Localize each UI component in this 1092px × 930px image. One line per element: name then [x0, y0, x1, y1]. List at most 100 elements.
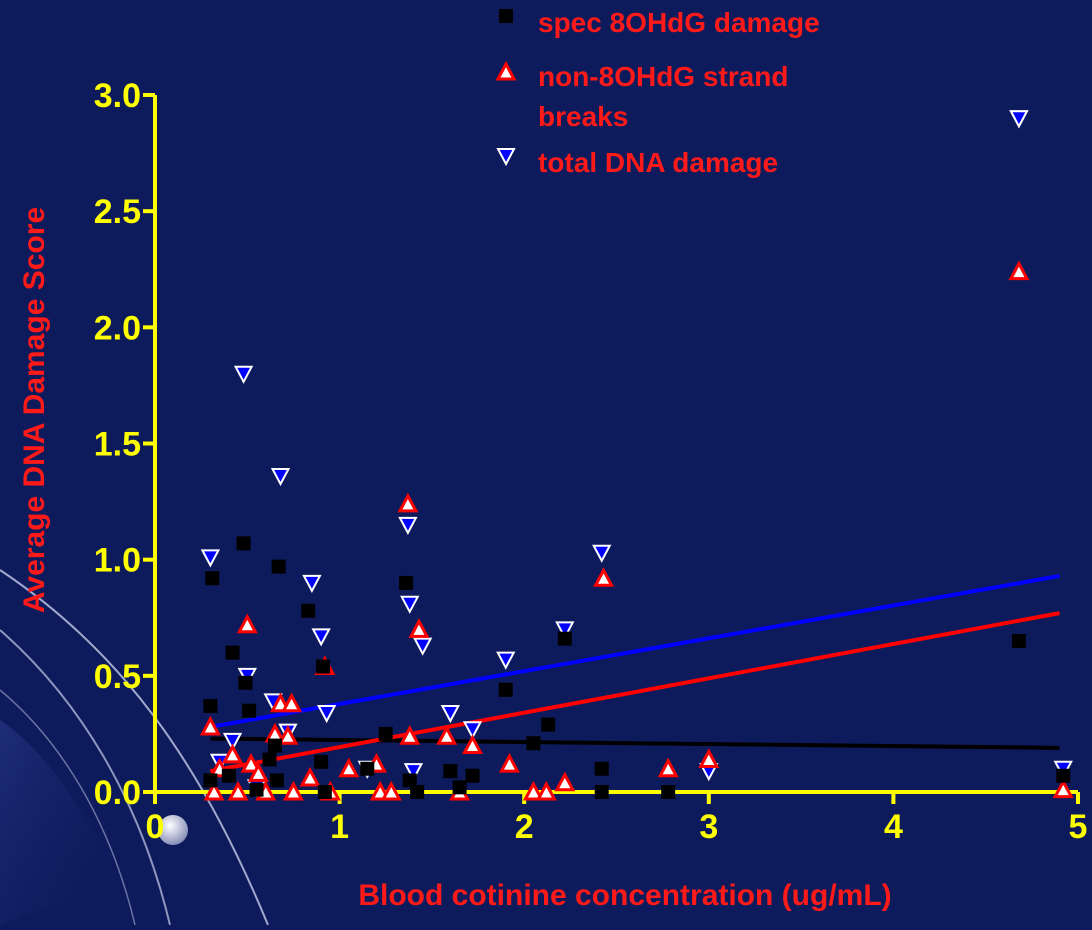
data-point-series-3 — [555, 621, 575, 640]
y-tick-label: 0.5 — [94, 658, 141, 696]
data-point-series-1 — [301, 603, 316, 618]
trendline-3 — [210, 573, 1060, 729]
data-point-series-2 — [1052, 778, 1074, 799]
data-point-series-1 — [402, 773, 417, 788]
data-point-series-3 — [317, 705, 337, 724]
data-point-series-1 — [203, 773, 218, 788]
x-tick-label: 4 — [884, 808, 903, 846]
x-tick-label: 5 — [1069, 808, 1088, 846]
legend: spec 8OHdG damage non-8OHdG strand breaks t… — [495, 7, 1029, 178]
y-tick-label: 2.0 — [94, 309, 141, 347]
data-point-series-1 — [314, 754, 329, 769]
data-point-series-2 — [522, 780, 544, 801]
legend-label-3: total DNA damage — [538, 147, 778, 178]
trendline-1 — [210, 736, 1060, 750]
data-point-series-1 — [221, 768, 236, 783]
y-tick-label: 1.5 — [94, 426, 141, 464]
data-point-series-2 — [535, 780, 557, 801]
data-point-series-3 — [462, 721, 483, 740]
x-tick-label: 2 — [515, 808, 534, 846]
x-axis-label: Blood cotinine concentration (ug/mL) — [358, 879, 891, 912]
data-markers — [199, 110, 1074, 801]
data-point-series-1 — [1011, 633, 1026, 648]
data-point-series-2 — [698, 748, 720, 768]
data-point-series-1 — [317, 785, 332, 799]
data-point-series-1 — [236, 536, 251, 551]
data-point-series-1 — [661, 785, 676, 799]
data-point-series-1 — [557, 631, 572, 646]
data-point-series-1 — [443, 764, 458, 779]
data-point-series-2 — [282, 780, 304, 801]
y-tick-label: 1.0 — [94, 542, 141, 580]
x-tick-label: 3 — [699, 808, 718, 846]
data-point-series-2 — [593, 567, 615, 587]
data-point-series-1 — [315, 659, 330, 674]
data-point-series-1 — [465, 768, 480, 783]
data-point-series-1 — [242, 703, 257, 718]
data-point-series-1 — [541, 717, 556, 732]
orb-decoration — [158, 815, 188, 845]
data-point-series-1 — [262, 752, 277, 767]
legend-label-2: non-8OHdG strand — [538, 61, 788, 92]
data-point-series-2 — [236, 613, 258, 634]
data-point-series-2 — [498, 752, 520, 773]
data-point-series-1 — [410, 785, 425, 799]
data-point-series-2 — [240, 752, 262, 773]
data-point-series-1 — [205, 571, 220, 586]
data-point-series-1 — [399, 575, 414, 590]
data-point-series-1 — [452, 780, 467, 795]
data-point-series-2 — [247, 762, 269, 782]
data-point-series-3 — [592, 544, 612, 563]
data-point-series-2 — [657, 757, 679, 778]
legend-marker-1 — [499, 9, 513, 23]
data-point-series-3 — [403, 763, 424, 782]
data-point-series-3 — [200, 549, 221, 568]
data-point-series-3 — [311, 628, 331, 647]
data-point-series-2 — [299, 766, 321, 787]
data-point-series-1 — [498, 682, 513, 697]
data-point-series-2 — [281, 692, 303, 713]
data-point-series-1 — [269, 773, 284, 788]
legend-label-1: spec 8OHdG damage — [538, 7, 820, 38]
data-point-series-1 — [249, 782, 264, 797]
data-point-series-2 — [380, 780, 402, 801]
data-point-series-3 — [270, 468, 291, 487]
y-axis-label: Average DNA Damage Score — [18, 207, 51, 613]
data-point-series-3 — [1009, 110, 1029, 129]
data-point-series-3 — [398, 516, 418, 535]
data-point-series-2 — [199, 715, 221, 736]
data-point-series-1 — [238, 675, 253, 690]
data-point-series-1 — [378, 726, 393, 741]
data-point-series-3 — [413, 637, 433, 656]
data-point-series-2 — [203, 780, 225, 801]
data-point-series-3 — [496, 651, 516, 670]
data-point-series-1 — [271, 559, 286, 574]
data-point-series-1 — [225, 645, 240, 660]
data-point-series-1 — [594, 785, 609, 799]
data-point-series-3 — [400, 595, 420, 614]
legend-label-2-cont: breaks — [538, 101, 628, 132]
legend-marker-2 — [495, 60, 517, 81]
data-point-series-2 — [338, 757, 360, 778]
data-point-series-2 — [462, 734, 484, 755]
data-point-series-2 — [408, 618, 430, 638]
x-tick-label: 1 — [330, 808, 349, 846]
x-tick-label: 0 — [146, 808, 165, 846]
data-point-series-2 — [397, 492, 419, 513]
axes: 0.0 0.5 1.0 1.5 2.0 2.5 3.0 0 1 2 3 4 5 — [94, 77, 1088, 846]
data-point-series-3 — [222, 732, 243, 752]
data-point-series-2 — [1008, 260, 1030, 281]
data-point-series-3 — [440, 705, 461, 724]
data-point-series-2 — [277, 725, 299, 745]
data-point-series-2 — [227, 780, 249, 801]
y-tick-label: 3.0 — [94, 77, 141, 115]
legend-marker-3 — [496, 148, 516, 167]
data-point-series-1 — [360, 761, 375, 776]
data-point-series-2 — [222, 743, 244, 764]
background-decoration — [0, 569, 269, 926]
trendline-2 — [210, 611, 1060, 774]
data-point-series-2 — [436, 725, 458, 745]
data-point-series-1 — [203, 699, 218, 714]
